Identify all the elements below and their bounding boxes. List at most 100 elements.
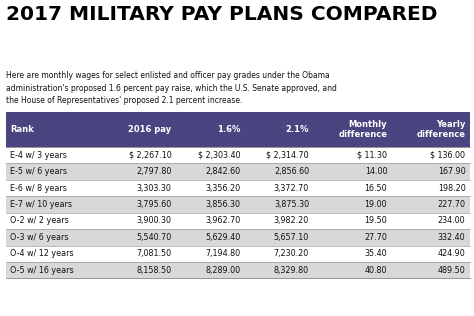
FancyBboxPatch shape — [176, 147, 245, 163]
Text: 332.40: 332.40 — [438, 233, 465, 242]
FancyBboxPatch shape — [314, 196, 392, 213]
Text: 7,194.80: 7,194.80 — [205, 249, 240, 258]
Text: 3,875.30: 3,875.30 — [274, 200, 309, 209]
FancyBboxPatch shape — [392, 163, 470, 180]
Text: $ 2,314.70: $ 2,314.70 — [266, 151, 309, 160]
Text: $ 2,303.40: $ 2,303.40 — [198, 151, 240, 160]
FancyBboxPatch shape — [245, 147, 314, 163]
FancyBboxPatch shape — [392, 262, 470, 278]
Text: 14.00: 14.00 — [365, 167, 387, 176]
Text: E-6 w/ 8 years: E-6 w/ 8 years — [10, 184, 67, 192]
FancyBboxPatch shape — [176, 213, 245, 229]
Text: 2017 MILITARY PAY PLANS COMPARED: 2017 MILITARY PAY PLANS COMPARED — [6, 5, 437, 24]
FancyBboxPatch shape — [392, 213, 470, 229]
Text: E-5 w/ 6 years: E-5 w/ 6 years — [10, 167, 67, 176]
FancyBboxPatch shape — [314, 112, 392, 147]
Text: 234.00: 234.00 — [438, 216, 465, 225]
Text: 227.70: 227.70 — [438, 200, 465, 209]
Text: 3,982.20: 3,982.20 — [274, 216, 309, 225]
Text: 3,372.70: 3,372.70 — [274, 184, 309, 192]
FancyBboxPatch shape — [98, 196, 176, 213]
Text: 8,158.50: 8,158.50 — [137, 266, 172, 275]
Text: $ 136.00: $ 136.00 — [430, 151, 465, 160]
FancyBboxPatch shape — [98, 262, 176, 278]
FancyBboxPatch shape — [392, 112, 470, 147]
FancyBboxPatch shape — [314, 213, 392, 229]
FancyBboxPatch shape — [176, 180, 245, 196]
Text: 2,797.80: 2,797.80 — [136, 167, 172, 176]
FancyBboxPatch shape — [245, 196, 314, 213]
FancyBboxPatch shape — [176, 229, 245, 246]
FancyBboxPatch shape — [314, 147, 392, 163]
FancyBboxPatch shape — [392, 196, 470, 213]
Text: 40.80: 40.80 — [365, 266, 387, 275]
FancyBboxPatch shape — [314, 180, 392, 196]
FancyBboxPatch shape — [245, 180, 314, 196]
FancyBboxPatch shape — [6, 112, 98, 147]
FancyBboxPatch shape — [6, 163, 98, 180]
Text: 2,856.60: 2,856.60 — [274, 167, 309, 176]
Text: E-4 w/ 3 years: E-4 w/ 3 years — [10, 151, 67, 160]
FancyBboxPatch shape — [98, 112, 176, 147]
Text: 1.6%: 1.6% — [217, 125, 240, 134]
Text: 2016 pay: 2016 pay — [128, 125, 172, 134]
FancyBboxPatch shape — [98, 180, 176, 196]
FancyBboxPatch shape — [6, 196, 98, 213]
FancyBboxPatch shape — [98, 229, 176, 246]
FancyBboxPatch shape — [314, 163, 392, 180]
Text: 8,289.00: 8,289.00 — [205, 266, 240, 275]
FancyBboxPatch shape — [6, 229, 98, 246]
FancyBboxPatch shape — [392, 147, 470, 163]
Text: 19.50: 19.50 — [365, 216, 387, 225]
Text: O-4 w/ 12 years: O-4 w/ 12 years — [10, 249, 74, 258]
Text: 16.50: 16.50 — [365, 184, 387, 192]
FancyBboxPatch shape — [245, 246, 314, 262]
FancyBboxPatch shape — [6, 246, 98, 262]
FancyBboxPatch shape — [245, 163, 314, 180]
Text: $ 11.30: $ 11.30 — [357, 151, 387, 160]
Text: 5,540.70: 5,540.70 — [137, 233, 172, 242]
FancyBboxPatch shape — [176, 262, 245, 278]
Text: 167.90: 167.90 — [438, 167, 465, 176]
Text: 5,657.10: 5,657.10 — [274, 233, 309, 242]
Text: 7,081.50: 7,081.50 — [137, 249, 172, 258]
FancyBboxPatch shape — [176, 163, 245, 180]
Text: 3,856.30: 3,856.30 — [205, 200, 240, 209]
Text: 35.40: 35.40 — [365, 249, 387, 258]
FancyBboxPatch shape — [392, 229, 470, 246]
Text: $ 2,267.10: $ 2,267.10 — [129, 151, 172, 160]
Text: Yearly
difference: Yearly difference — [417, 120, 465, 139]
FancyBboxPatch shape — [176, 196, 245, 213]
Text: 3,962.70: 3,962.70 — [205, 216, 240, 225]
Text: 2.1%: 2.1% — [286, 125, 309, 134]
FancyBboxPatch shape — [6, 147, 98, 163]
Text: E-7 w/ 10 years: E-7 w/ 10 years — [10, 200, 73, 209]
FancyBboxPatch shape — [98, 246, 176, 262]
FancyBboxPatch shape — [6, 213, 98, 229]
Text: 8,329.80: 8,329.80 — [274, 266, 309, 275]
Text: 5,629.40: 5,629.40 — [205, 233, 240, 242]
Text: 27.70: 27.70 — [365, 233, 387, 242]
FancyBboxPatch shape — [176, 112, 245, 147]
FancyBboxPatch shape — [245, 112, 314, 147]
FancyBboxPatch shape — [314, 229, 392, 246]
Text: O-5 w/ 16 years: O-5 w/ 16 years — [10, 266, 74, 275]
Text: Here are monthly wages for select enlisted and officer pay grades under the Obam: Here are monthly wages for select enlist… — [6, 71, 337, 105]
Text: 19.00: 19.00 — [365, 200, 387, 209]
Text: 3,303.30: 3,303.30 — [137, 184, 172, 192]
Text: O-2 w/ 2 years: O-2 w/ 2 years — [10, 216, 69, 225]
Text: 3,900.30: 3,900.30 — [137, 216, 172, 225]
FancyBboxPatch shape — [176, 246, 245, 262]
FancyBboxPatch shape — [245, 262, 314, 278]
Text: 2,842.60: 2,842.60 — [205, 167, 240, 176]
FancyBboxPatch shape — [6, 180, 98, 196]
Text: 7,230.20: 7,230.20 — [274, 249, 309, 258]
FancyBboxPatch shape — [6, 262, 98, 278]
FancyBboxPatch shape — [245, 213, 314, 229]
Text: Rank: Rank — [10, 125, 34, 134]
Text: 424.90: 424.90 — [438, 249, 465, 258]
Text: Monthly
difference: Monthly difference — [338, 120, 387, 139]
Text: 3,795.60: 3,795.60 — [137, 200, 172, 209]
Text: 3,356.20: 3,356.20 — [205, 184, 240, 192]
FancyBboxPatch shape — [314, 246, 392, 262]
